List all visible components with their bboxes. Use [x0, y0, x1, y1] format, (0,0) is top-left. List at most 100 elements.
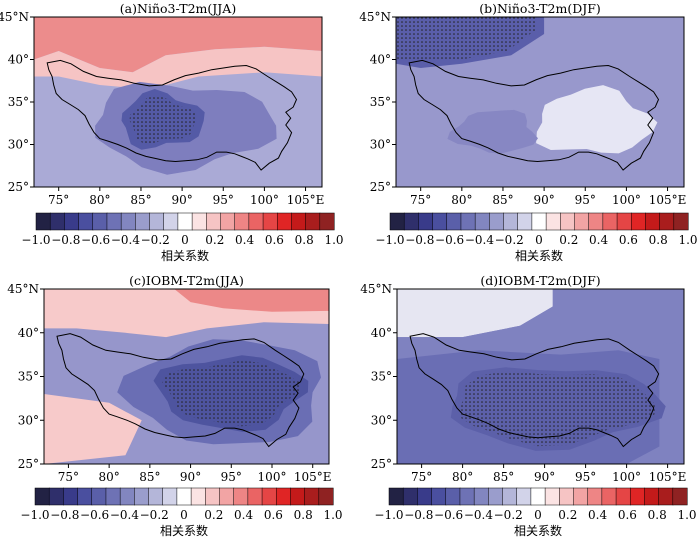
colorbar-bin	[417, 487, 433, 506]
lat-label: 25°	[370, 180, 391, 194]
lat-label: 35°	[8, 95, 29, 109]
colorbar-bin	[489, 212, 505, 231]
colorbar-tick-label: −0.2	[494, 508, 523, 522]
colorbar-bin	[560, 212, 576, 231]
lon-label: 75°	[48, 193, 69, 207]
colorbar-tick-label: 0	[181, 233, 189, 247]
colorbar-bin	[176, 487, 192, 506]
colorbar: −1.0 −0.8 −0.6 −0.4 −0.2 0 0.2 0.4 0.6 0.8 1.0 相关系数	[21, 212, 344, 263]
colorbar-bin	[233, 487, 249, 506]
colorbar-tick-label: 1.0	[677, 508, 696, 522]
lon-label: 90°	[180, 470, 201, 484]
lon-label: 105°E	[649, 193, 687, 207]
colorbar-bin	[644, 487, 660, 506]
colorbar-bin	[403, 212, 419, 231]
colorbar-bin	[92, 212, 108, 231]
weak-region	[536, 85, 658, 154]
colorbar-bin	[206, 212, 222, 231]
colorbar-tick-label: −1.0	[375, 233, 404, 247]
lon-label: 95°	[213, 193, 234, 207]
colorbar-bin	[531, 212, 547, 231]
negative-region-north	[397, 289, 684, 359]
correlation-field	[44, 289, 329, 464]
lat-label: 45°N	[360, 282, 392, 296]
lat-label: 40°	[371, 326, 392, 340]
lat-label: 40°	[370, 53, 391, 67]
colorbar-tick-label: −0.6	[81, 233, 110, 247]
lon-label: 90°	[171, 193, 192, 207]
colorbar-tick-label: −1.0	[21, 233, 50, 247]
tibetan-plateau-boundary	[56, 333, 305, 448]
colorbar-bin	[573, 487, 589, 506]
colorbar-bin	[248, 212, 264, 231]
colorbar-bin	[135, 212, 151, 231]
lat-label: 30°	[18, 413, 39, 427]
colorbar-bin	[517, 212, 533, 231]
colorbar-tick-label: −1.0	[374, 508, 403, 522]
colorbar-tick-label: −0.6	[80, 508, 109, 522]
colorbar-bin	[319, 212, 335, 231]
colorbar: −1.0 −0.8 −0.6 −0.4 −0.2 0 0.2 0.4 0.6 0.8 1.0 相关系数	[374, 487, 697, 538]
lon-label: 95°	[575, 470, 596, 484]
significance-stipple	[458, 371, 658, 447]
colorbar-tick-label: 0.8	[649, 233, 668, 247]
colorbar-bin	[304, 487, 320, 506]
lat-label: 25°	[371, 457, 392, 471]
colorbar-bin	[106, 212, 122, 231]
colorbar-bin	[220, 212, 236, 231]
tibetan-plateau-boundary	[408, 59, 660, 171]
colorbar-bin	[516, 487, 532, 506]
panel-title: (d)IOBM-T2m(DJF)	[480, 273, 600, 288]
colorbar-tick-label: 0.6	[618, 508, 637, 522]
lat-label: 45°N	[0, 10, 29, 24]
colorbar-bin	[545, 212, 561, 231]
colorbar-tick-label: 1.0	[323, 508, 342, 522]
colorbar-caption: 相关系数	[161, 248, 209, 263]
colorbar-tick-label: −0.8	[50, 508, 79, 522]
colorbar-caption: 相关系数	[160, 523, 208, 538]
colorbar-tick-label: 0.4	[588, 508, 607, 522]
lon-label: 75°	[411, 470, 432, 484]
colorbar-tick-label: 0.4	[234, 508, 253, 522]
significance-stipple	[396, 17, 536, 62]
colorbar-tick-label: 0.6	[619, 233, 638, 247]
colorbar-bin	[49, 212, 65, 231]
positive-region	[174, 289, 329, 312]
colorbar-tick-label: 0.2	[204, 508, 223, 522]
colorbar-bin	[261, 487, 277, 506]
colorbar-tick-label: 0.6	[264, 508, 283, 522]
colorbar-bin	[234, 212, 250, 231]
colorbar-tick-label: −0.2	[141, 233, 170, 247]
colorbar-bin	[134, 487, 150, 506]
colorbar-bin	[601, 487, 617, 506]
colorbar-tick-label: 0.2	[205, 233, 224, 247]
colorbar-bin	[402, 487, 418, 506]
lon-label: 105°E	[649, 470, 687, 484]
tibetan-plateau-boundary	[46, 59, 298, 171]
colorbar-bin	[318, 487, 334, 506]
lon-label: 100°	[250, 193, 279, 207]
colorbar-bin	[48, 487, 64, 506]
colorbar-tick-label: −0.8	[404, 508, 433, 522]
colorbar-bin	[445, 487, 461, 506]
colorbar-bin	[588, 212, 604, 231]
colorbar-bin	[658, 487, 674, 506]
significance-stipple	[162, 360, 300, 427]
lat-label: 40°	[18, 326, 39, 340]
lat-label: 25°	[18, 457, 39, 471]
colorbar-tick-label: 0.8	[648, 508, 667, 522]
lon-label: 85°	[130, 193, 151, 207]
lon-label: 105°E	[287, 193, 325, 207]
colorbar-bin	[629, 487, 645, 506]
colorbar-bin	[418, 212, 434, 231]
colorbar-tick-label: −0.4	[465, 233, 495, 247]
correlation-field	[396, 17, 684, 187]
colorbar-tick-label: −0.2	[495, 233, 524, 247]
colorbar-tick-label: −1.0	[20, 508, 49, 522]
lon-label: 85°	[139, 470, 160, 484]
colorbar-tick-label: 0.8	[294, 508, 313, 522]
colorbar-bin	[672, 487, 688, 506]
colorbar-tick-label: 0	[534, 508, 542, 522]
lat-label: 25°	[8, 180, 29, 194]
colorbar-bin	[432, 212, 448, 231]
